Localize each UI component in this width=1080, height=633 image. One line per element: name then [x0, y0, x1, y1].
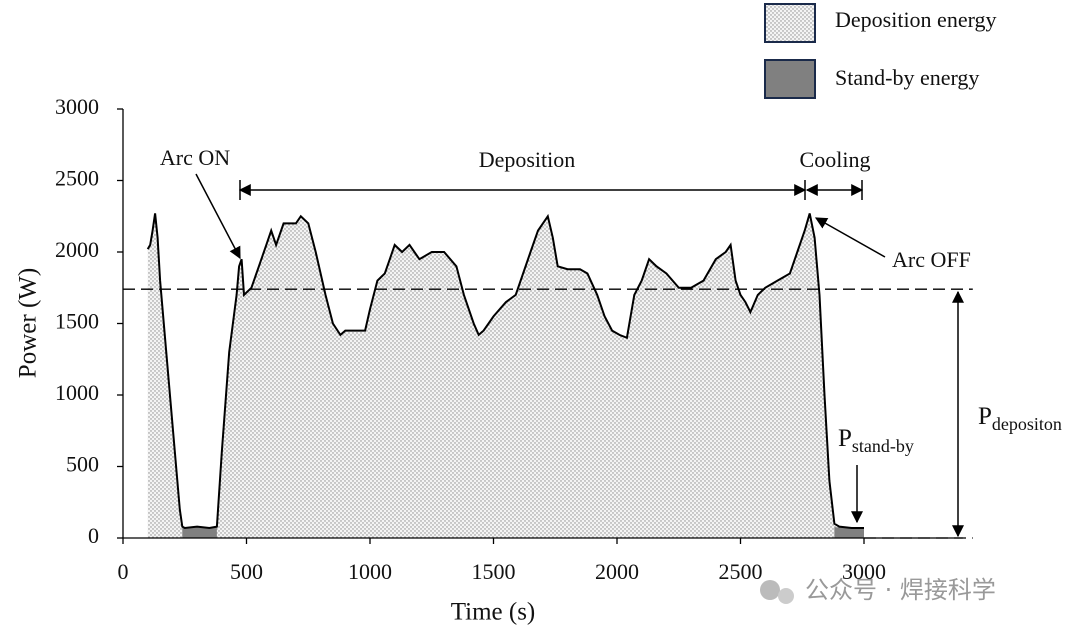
- p-standby-label: Pstand-by: [838, 425, 914, 456]
- x-tick-label: 2500: [719, 559, 763, 584]
- standby-area: [834, 527, 864, 538]
- x-tick-label: 0: [118, 559, 129, 584]
- legend-label: Stand-by energy: [835, 65, 979, 90]
- symbol: P: [838, 425, 852, 452]
- annotation: Cooling: [800, 147, 871, 172]
- annotation: Arc OFF: [892, 247, 971, 272]
- x-tick-label: 500: [230, 559, 263, 584]
- watermark: 公众号 · 焊接科学: [805, 576, 996, 604]
- legend-swatch: [764, 59, 816, 99]
- deposition-area: [147, 213, 864, 538]
- x-axis-title: Time (s): [451, 599, 536, 626]
- legend-swatch: [764, 3, 816, 43]
- plot-area: [117, 108, 973, 544]
- power-line: [146, 213, 864, 530]
- y-tick-label: 500: [66, 452, 99, 477]
- y-tick-label: 3000: [55, 94, 99, 119]
- p-deposition-label: Pdepositon: [978, 403, 1062, 434]
- y-tick-label: 0: [88, 523, 99, 548]
- subscript: stand-by: [852, 436, 914, 456]
- legend-label: Deposition energy: [835, 7, 997, 32]
- x-tick-label: 1000: [348, 559, 392, 584]
- arrow: [814, 217, 886, 258]
- y-tick-label: 2500: [55, 166, 99, 191]
- x-tick-label: 1500: [472, 559, 516, 584]
- annotation: Arc ON: [160, 145, 230, 170]
- watermark-icon: [760, 580, 780, 600]
- y-tick-label: 1500: [55, 309, 99, 334]
- standby-area: [182, 527, 217, 538]
- symbol: P: [978, 403, 992, 430]
- y-axis-title: Power (W): [15, 268, 42, 378]
- subscript: depositon: [992, 414, 1062, 434]
- watermark-icon: [778, 588, 794, 604]
- y-tick-label: 1000: [55, 380, 99, 405]
- arrow: [195, 173, 241, 260]
- annotation: Deposition: [479, 147, 576, 172]
- x-tick-label: 3000: [842, 559, 886, 584]
- y-tick-label: 2000: [55, 237, 99, 262]
- x-tick-label: 2000: [595, 559, 639, 584]
